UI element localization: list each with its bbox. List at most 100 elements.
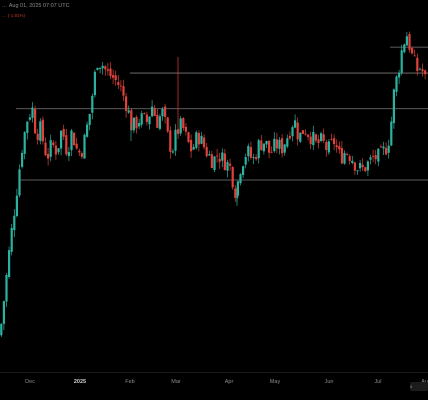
- candle: [216, 148, 219, 163]
- time-axis-line: [0, 372, 428, 373]
- candle-body: [182, 118, 185, 129]
- candle-body: [28, 117, 31, 120]
- candle-body: [244, 156, 247, 165]
- candle: [57, 148, 60, 155]
- candle: [398, 69, 401, 84]
- candle-body: [400, 50, 403, 73]
- candle: [346, 152, 349, 156]
- candle: [200, 131, 203, 145]
- candle: [273, 132, 276, 153]
- candle-body: [31, 107, 34, 118]
- candle-body: [218, 158, 221, 162]
- candle: [93, 69, 96, 98]
- candle: [106, 62, 109, 76]
- candle-body: [390, 121, 393, 146]
- candle: [255, 154, 258, 161]
- candle-body: [203, 137, 206, 148]
- candle: [348, 154, 351, 165]
- candle: [314, 133, 317, 143]
- candle: [325, 139, 328, 157]
- x-tick-label: Jun: [324, 379, 334, 385]
- candle-body: [320, 133, 323, 142]
- candle-body: [96, 67, 99, 70]
- candle-body: [307, 134, 310, 137]
- candle: [44, 137, 47, 157]
- candle: [23, 131, 26, 160]
- candle-body: [49, 140, 52, 157]
- candle-body: [67, 151, 70, 157]
- candle-body: [403, 44, 406, 53]
- candle-body: [39, 121, 42, 141]
- candle: [13, 209, 16, 238]
- candle-body: [184, 126, 187, 132]
- candle-body: [229, 163, 232, 166]
- candle: [364, 166, 367, 173]
- candle-body: [273, 138, 276, 152]
- candle-body: [286, 138, 289, 147]
- candle: [249, 141, 252, 160]
- candle: [153, 105, 156, 117]
- candle-body: [2, 301, 5, 324]
- candle: [174, 124, 177, 156]
- candle-body: [73, 132, 76, 146]
- candle-body: [177, 129, 180, 134]
- candle-body: [0, 323, 3, 336]
- candle: [299, 132, 302, 144]
- candle: [239, 173, 242, 186]
- candle-body: [91, 95, 94, 113]
- candle: [382, 141, 385, 155]
- candle-body: [179, 118, 182, 134]
- candle: [262, 143, 265, 155]
- candle: [330, 133, 333, 141]
- candle-body: [104, 66, 107, 70]
- candle: [218, 152, 221, 169]
- candle: [322, 128, 325, 144]
- candle: [39, 118, 42, 145]
- candle: [210, 151, 213, 169]
- candle: [351, 155, 354, 165]
- candle: [359, 160, 362, 172]
- candle: [320, 131, 323, 143]
- candle-body: [294, 120, 297, 128]
- candle: [377, 148, 380, 167]
- candle-body: [119, 85, 122, 87]
- candle-body: [408, 34, 411, 50]
- candle: [166, 116, 169, 134]
- candle-body: [252, 157, 255, 159]
- candle: [145, 111, 148, 126]
- tradingview-badge[interactable]: [410, 382, 428, 391]
- candle: [65, 128, 68, 157]
- candle: [156, 108, 159, 129]
- candle-body: [223, 153, 226, 171]
- candle-body: [174, 129, 177, 151]
- candle: [268, 140, 271, 159]
- candle-body: [65, 135, 68, 155]
- candle: [21, 149, 24, 169]
- candle-body: [86, 124, 89, 137]
- candle-body: [405, 36, 408, 46]
- candle-body: [23, 132, 26, 154]
- candle: [83, 133, 86, 159]
- candle-body: [156, 114, 159, 128]
- candle: [242, 165, 245, 178]
- candle: [229, 158, 232, 171]
- candle: [356, 169, 359, 175]
- candle-body: [288, 135, 291, 139]
- candle-body: [299, 132, 302, 142]
- candle: [265, 140, 268, 148]
- candle: [281, 134, 284, 158]
- candle: [416, 53, 419, 76]
- candle: [244, 153, 247, 169]
- candle: [296, 117, 299, 146]
- candle: [366, 160, 369, 177]
- candle: [2, 300, 5, 331]
- candle: [270, 146, 273, 154]
- candle: [236, 180, 239, 199]
- candle-body: [351, 160, 354, 164]
- candle: [283, 143, 286, 156]
- candle: [395, 75, 398, 97]
- candlestick-plot[interactable]: [0, 0, 428, 372]
- candle: [327, 139, 330, 155]
- candle: [203, 134, 206, 150]
